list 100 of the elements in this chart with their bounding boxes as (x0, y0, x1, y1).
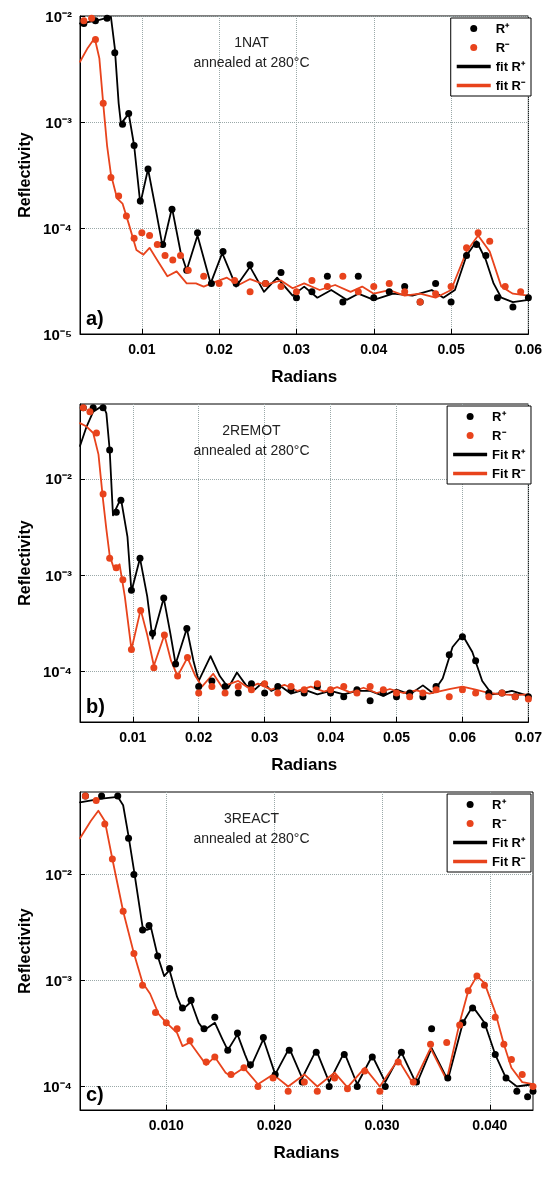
point (376, 1087, 384, 1095)
point (112, 564, 120, 572)
text: 2REMOT (222, 422, 282, 438)
point (277, 283, 285, 291)
point (473, 240, 481, 248)
point (331, 1074, 339, 1082)
point (136, 197, 144, 205)
point (274, 689, 282, 697)
point (354, 288, 362, 296)
y-tick-label: 10⁻⁴ (42, 663, 72, 681)
point (500, 1040, 508, 1048)
point (366, 683, 374, 691)
y-tick-label: 10⁻⁴ (42, 1077, 72, 1095)
point (432, 279, 440, 287)
point (195, 683, 203, 691)
text: annealed at 280°C (193, 830, 310, 846)
point (138, 229, 146, 237)
point (186, 1037, 194, 1045)
point (368, 1053, 376, 1061)
point (366, 697, 374, 705)
x-axis-title: Radians (271, 367, 338, 386)
point (339, 298, 347, 306)
point (284, 1087, 292, 1095)
point (246, 261, 254, 269)
point (517, 288, 525, 296)
point (161, 252, 169, 260)
point (112, 508, 120, 516)
legend-label: fit R⁻ (495, 78, 526, 93)
point (103, 14, 111, 22)
point (428, 1025, 436, 1033)
point (115, 192, 123, 200)
point (160, 594, 168, 602)
x-tick-label: 0.020 (256, 1117, 292, 1133)
point (340, 683, 348, 691)
text: annealed at 280°C (193, 54, 310, 70)
point (323, 272, 331, 280)
point (313, 1087, 321, 1095)
point (393, 689, 400, 697)
y-axis-title: Reflectivity (15, 908, 33, 994)
legend-label: Fit R⁺ (492, 447, 526, 462)
x-tick-label: 0.030 (364, 1117, 400, 1133)
x-tick-label: 0.02 (205, 341, 233, 357)
point (370, 283, 378, 291)
point (117, 496, 125, 504)
point (354, 272, 362, 280)
point (227, 1070, 235, 1078)
point (432, 290, 440, 298)
point (160, 631, 168, 639)
point (493, 294, 501, 302)
point (234, 683, 242, 691)
point (443, 1039, 451, 1046)
point (339, 272, 347, 280)
x-tick-label: 0.040 (472, 1117, 508, 1133)
point (308, 276, 316, 284)
point (447, 298, 455, 306)
y-tick-label: 10⁻⁴ (42, 219, 72, 237)
point (458, 686, 466, 694)
point (127, 645, 135, 653)
point (92, 429, 100, 437)
point (274, 683, 282, 691)
text: 1NAT (234, 34, 270, 50)
point (146, 231, 154, 239)
point (139, 926, 147, 934)
point (130, 234, 138, 242)
x-tick-label: 0.02 (185, 729, 213, 745)
point (153, 240, 161, 248)
point (385, 279, 393, 287)
point (397, 1048, 405, 1056)
x-axis-title: Radians (273, 1143, 340, 1162)
point (285, 1046, 293, 1054)
point (361, 1067, 369, 1075)
x-tick-label: 0.07 (514, 729, 543, 745)
annotation: a) (86, 307, 104, 329)
point (119, 120, 127, 128)
point (353, 1082, 361, 1090)
point (509, 303, 517, 311)
x-tick-label: 0.05 (382, 729, 411, 745)
y-tick-label: 10⁻³ (45, 971, 72, 989)
point (259, 1033, 267, 1041)
point (174, 672, 182, 680)
x-tick-label: 0.010 (148, 1117, 185, 1133)
point (125, 834, 133, 842)
legend-label: R⁻ (492, 816, 507, 831)
point (92, 796, 100, 804)
point (200, 272, 208, 280)
point (340, 1051, 348, 1059)
point (261, 680, 269, 688)
point (308, 288, 316, 296)
point (130, 142, 138, 150)
x-tick-label: 0.04 (360, 341, 388, 357)
point (224, 1046, 232, 1054)
point (246, 1061, 254, 1069)
point (91, 36, 99, 44)
legend-label: R⁺ (492, 409, 507, 424)
point (145, 922, 153, 930)
legend-label: Fit R⁺ (492, 835, 526, 850)
point (463, 252, 471, 260)
point (130, 949, 138, 957)
point (221, 689, 229, 697)
point (168, 205, 176, 213)
